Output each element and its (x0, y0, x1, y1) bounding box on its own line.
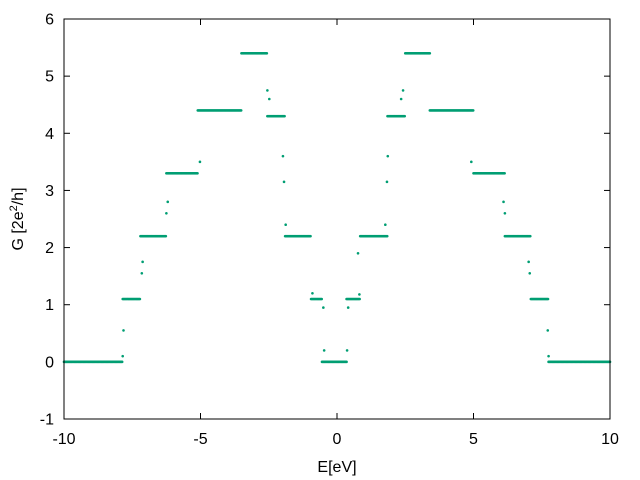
y-tick-label: 4 (45, 126, 54, 143)
data-point (140, 271, 144, 275)
data-point (165, 211, 168, 215)
data-point (345, 360, 348, 364)
data-point (283, 114, 286, 118)
x-tick-label: 10 (601, 431, 619, 448)
data-point (471, 109, 475, 112)
data-point (428, 51, 432, 55)
data-point (198, 160, 202, 164)
data-point (401, 89, 405, 92)
y-tick-label: 0 (45, 354, 54, 371)
plot-frame (63, 18, 611, 420)
data-point (385, 180, 389, 184)
data-point (503, 171, 506, 175)
data-point (546, 329, 550, 332)
data-points-layer (62, 51, 612, 364)
data-point (121, 354, 124, 358)
data-point (358, 297, 361, 301)
y-tick-label: 5 (45, 69, 54, 86)
data-point (356, 251, 360, 255)
data-point (166, 200, 170, 204)
data-point (322, 349, 326, 352)
data-point (470, 160, 473, 164)
data-point (120, 360, 124, 364)
data-point (384, 223, 387, 227)
data-point (196, 171, 199, 175)
data-point (320, 297, 324, 301)
data-point (164, 234, 168, 238)
data-point (282, 180, 286, 184)
data-point (399, 97, 403, 101)
data-point (311, 291, 314, 295)
x-tick-label: 5 (469, 431, 478, 448)
y-tick-label: -1 (40, 412, 54, 429)
data-point (546, 297, 550, 301)
data-point (403, 114, 407, 118)
data-point (386, 154, 390, 158)
y-axis-label: G [2e2/h] (8, 187, 27, 250)
data-point (122, 329, 125, 332)
data-point (502, 200, 505, 204)
data-point (265, 51, 269, 55)
data-point (346, 306, 350, 309)
data-point (281, 154, 285, 158)
data-point (138, 297, 142, 301)
data-point (266, 89, 269, 92)
data-point (345, 349, 349, 352)
data-point (268, 97, 271, 101)
data-point (528, 271, 532, 275)
data-point (385, 234, 389, 238)
y-tick-label: 3 (45, 183, 54, 200)
data-point (239, 109, 243, 112)
data-point (358, 293, 361, 296)
data-point (528, 234, 532, 238)
data-point (322, 306, 325, 309)
y-tick-label: 1 (45, 297, 54, 314)
data-point (284, 223, 287, 227)
x-tick-label: -5 (193, 431, 207, 448)
data-point (527, 260, 530, 264)
x-tick-label: 0 (333, 431, 342, 448)
data-point (141, 260, 144, 264)
data-point (503, 211, 507, 215)
x-tick-label: -10 (52, 431, 75, 448)
x-axis-label: E[eV] (317, 459, 356, 476)
data-point (547, 354, 550, 358)
y-tick-label: 2 (45, 240, 54, 257)
data-point (309, 234, 312, 238)
y-tick-label: 6 (45, 12, 54, 29)
